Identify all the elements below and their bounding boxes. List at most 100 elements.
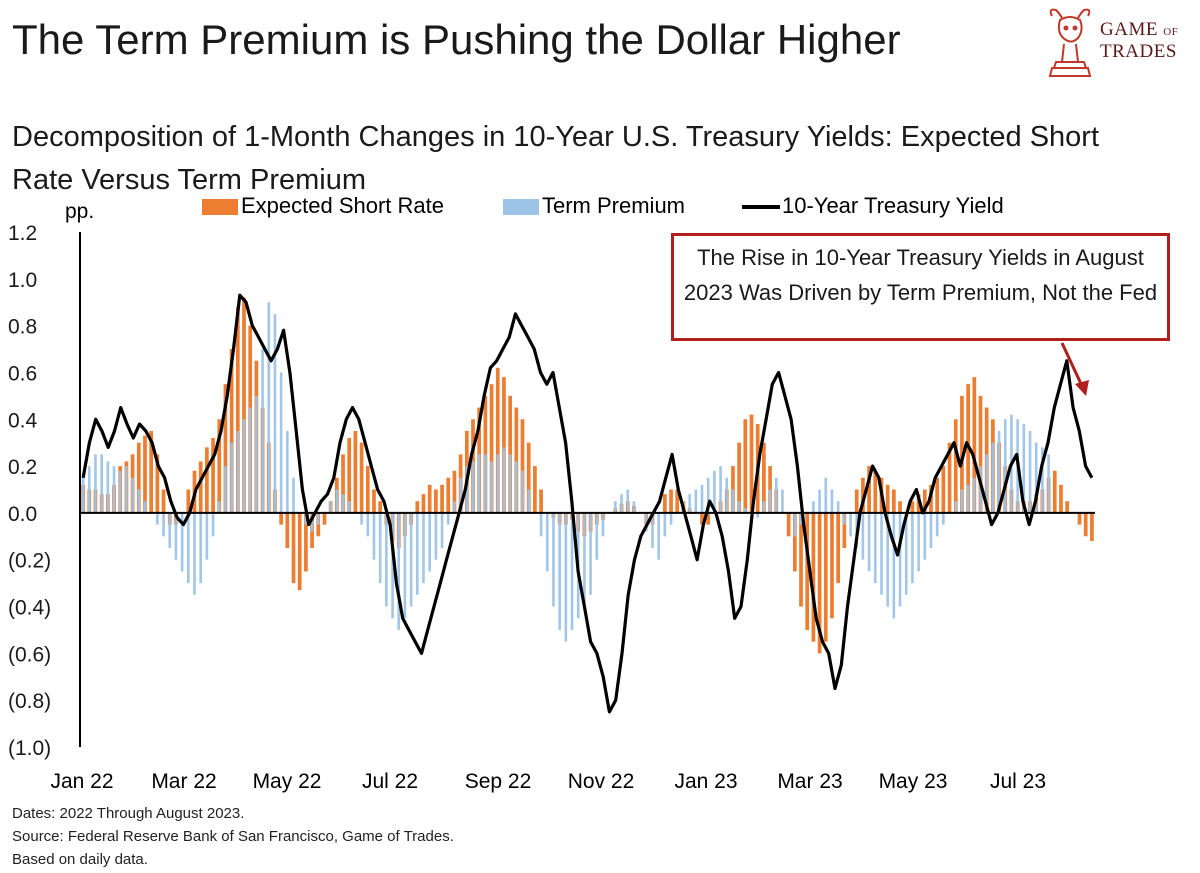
page-title: The Term Premium is Pushing the Dollar H…: [12, 16, 901, 63]
term-premium-bar: [694, 489, 698, 513]
esr-bar: [440, 484, 444, 513]
esr-bar: [242, 297, 246, 513]
x-tick-label: Sep 22: [465, 770, 532, 793]
term-premium-bar: [446, 512, 450, 525]
term-premium-bar: [224, 466, 227, 513]
term-premium-bar: [824, 477, 828, 513]
term-premium-bar: [471, 461, 475, 513]
esr-bar: [910, 501, 915, 513]
esr-bar: [830, 512, 834, 619]
term-premium-bar: [756, 512, 759, 518]
legend-label-term-premium: Term Premium: [542, 193, 685, 218]
bull-chess-icon: [1048, 8, 1092, 77]
term-premium-bar: [880, 512, 883, 595]
term-premium-bar: [217, 501, 221, 513]
y-tick-label: (0.8): [8, 690, 51, 713]
term-premium-bar: [818, 489, 821, 513]
esr-bar: [706, 512, 711, 525]
esr-bar: [211, 438, 215, 513]
term-premium-bar: [731, 489, 735, 513]
term-premium-bar: [453, 501, 456, 513]
term-premium-bar: [626, 489, 630, 513]
esr-bar: [446, 477, 451, 513]
term-premium-bar: [230, 442, 233, 513]
term-premium-bar: [644, 512, 648, 532]
esr-bar: [1059, 484, 1063, 513]
logo-of: OF: [1163, 26, 1179, 38]
term-premium-bar: [849, 512, 852, 537]
term-premium-bar: [366, 512, 370, 537]
term-premium-bar: [94, 454, 97, 513]
esr-bar: [885, 484, 890, 513]
x-tick-label: Mar 23: [777, 770, 842, 793]
term-premium-bar: [508, 454, 512, 513]
term-premium-bar: [279, 372, 283, 513]
term-premium-bar: [589, 512, 592, 595]
esr-bar: [854, 489, 859, 513]
y-axis-unit: pp.: [65, 200, 94, 223]
esr-bar: [341, 454, 345, 513]
term-premium-bar: [768, 489, 772, 513]
term-premium-bar: [434, 512, 438, 560]
term-premium-bar: [329, 501, 332, 513]
y-tick-label: (0.4): [8, 597, 51, 620]
legend-swatch-expected-short-rate: [202, 199, 238, 215]
esr-bar: [421, 494, 426, 513]
esr-bar: [867, 466, 871, 513]
logo-line2: TRADES: [1100, 41, 1177, 62]
x-tick-label: May 22: [253, 770, 322, 793]
esr-bar: [737, 442, 741, 513]
term-premium-bar: [873, 512, 877, 584]
term-premium-bar: [385, 512, 388, 607]
term-premium-bar: [539, 512, 543, 537]
annotation-callout: The Rise in 10-Year Treasury Yields in A…: [671, 233, 1170, 341]
esr-bar: [817, 512, 822, 654]
esr-bar: [972, 377, 977, 513]
esr-bar: [198, 461, 203, 513]
y-tick-label: 0.6: [8, 362, 37, 385]
term-premium-bar: [310, 512, 314, 532]
term-premium-bar: [440, 512, 444, 549]
term-premium-bar: [391, 512, 394, 619]
term-premium-bar: [669, 512, 673, 525]
term-premium-bar: [1028, 430, 1032, 513]
esr-bar: [161, 489, 166, 513]
term-premium-bar: [118, 470, 122, 513]
y-tick-label: 0.8: [8, 316, 37, 339]
esr-bar: [1090, 512, 1094, 541]
term-premium-bar: [187, 512, 190, 584]
term-premium-bar: [81, 477, 85, 513]
esr-bar: [953, 419, 958, 513]
esr-bar: [935, 477, 940, 513]
term-premium-bar: [180, 512, 184, 572]
term-premium-bar: [830, 489, 834, 513]
esr-bar: [452, 470, 457, 513]
term-premium-bar: [892, 512, 896, 619]
logo-line1: GAME: [1100, 19, 1158, 40]
term-premium-bar: [416, 512, 419, 595]
term-premium-bar: [700, 484, 704, 513]
term-premium-bar: [781, 489, 784, 513]
term-premium-bar: [1022, 423, 1026, 513]
term-premium-bar: [979, 466, 982, 513]
term-premium-bar: [651, 512, 654, 549]
term-premium-bar: [688, 494, 691, 513]
term-premium-bar: [1047, 454, 1050, 513]
term-premium-bar: [236, 430, 240, 513]
esr-bar: [799, 512, 803, 607]
esr-bar: [675, 489, 680, 513]
esr-bar: [304, 512, 308, 572]
logo-wordmark: GAME OF TRADES: [1100, 20, 1178, 62]
esr-bar: [223, 384, 228, 513]
term-premium-bar: [335, 489, 339, 513]
term-premium-bar: [966, 484, 970, 513]
esr-bar: [978, 395, 983, 513]
term-premium-bar: [273, 313, 277, 513]
chart-subtitle: Decomposition of 1-Month Changes in 10-Y…: [12, 121, 1100, 196]
esr-bar: [792, 512, 797, 572]
term-premium-bar: [422, 512, 425, 584]
esr-bar: [322, 512, 327, 525]
esr-bar: [372, 489, 376, 513]
term-premium-bar: [942, 512, 945, 525]
yield-line: [81, 293, 1094, 714]
